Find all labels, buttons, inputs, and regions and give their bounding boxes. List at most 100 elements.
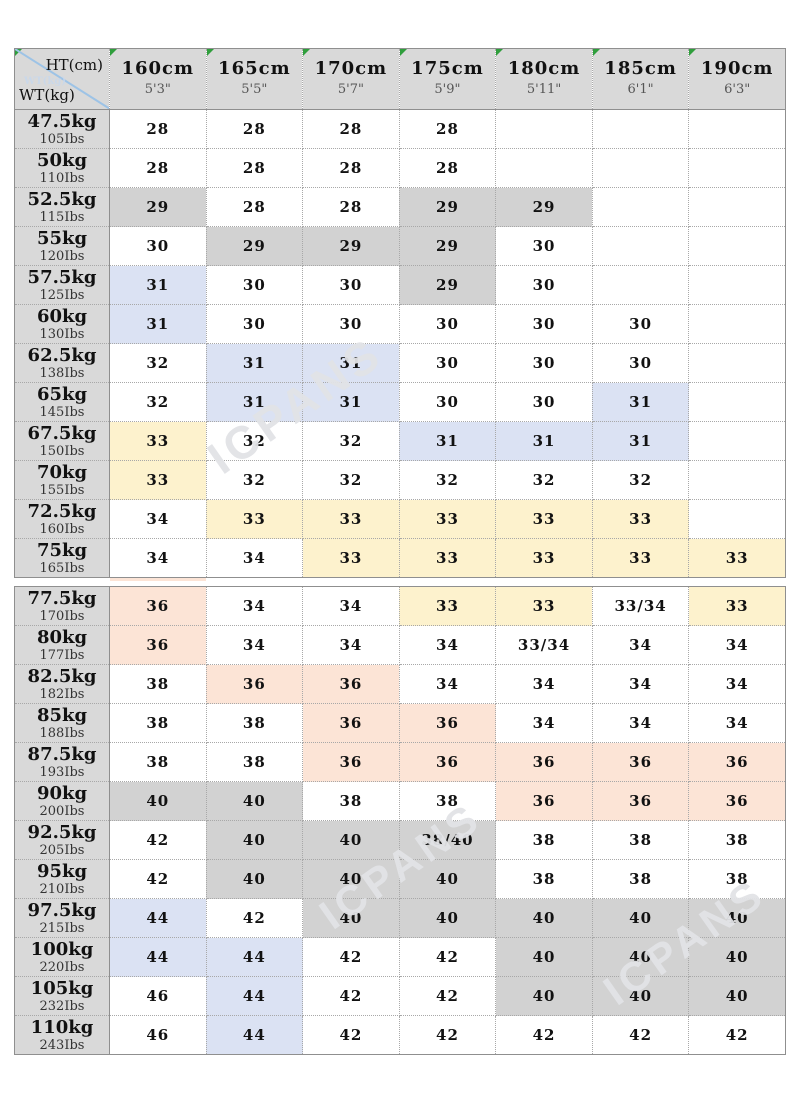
size-cell: 36 xyxy=(495,742,593,782)
size-cell: 42 xyxy=(302,937,400,977)
height-axis-label: HT(cm) xyxy=(45,56,103,74)
size-cell: 31 xyxy=(302,343,400,383)
row-weight-lbs: 182Ibs xyxy=(39,687,85,702)
size-cell: 29 xyxy=(398,226,497,266)
size-cell: 31 xyxy=(109,304,207,344)
row-label: 77.5kg 170Ibs xyxy=(14,586,110,626)
size-cell: 46 xyxy=(109,1015,207,1055)
row-weight-lbs: 160Ibs xyxy=(39,522,85,537)
size-cell: 28 xyxy=(302,187,400,227)
column-height-cm: 175cm xyxy=(411,58,484,79)
size-cell: 28 xyxy=(205,148,304,188)
row-weight-lbs: 120Ibs xyxy=(39,249,85,264)
size-cell xyxy=(591,148,690,188)
size-cell: 31 xyxy=(495,421,593,461)
size-cell: 30 xyxy=(591,343,690,383)
row-weight-kg: 110kg xyxy=(30,1017,94,1038)
size-cell: 28 xyxy=(302,109,400,149)
size-cell: 42 xyxy=(688,1015,786,1055)
table-row: 85kg 188Ibs 38 38 36 36 34 34 34 xyxy=(14,703,786,743)
size-cell: 40 xyxy=(591,937,690,977)
row-label: 65kg 145Ibs xyxy=(14,382,110,422)
size-cell: 40 xyxy=(495,898,593,938)
row-label: 85kg 188Ibs xyxy=(14,703,110,743)
row-weight-lbs: 193Ibs xyxy=(39,765,85,780)
size-cell: 29 xyxy=(398,265,497,305)
size-cell: 40 xyxy=(398,898,497,938)
row-weight-lbs: 215Ibs xyxy=(39,921,85,936)
table-row: 72.5kg 160Ibs 34 33 33 33 33 33 xyxy=(14,499,786,539)
size-cell: 40 xyxy=(495,976,593,1016)
size-cell xyxy=(688,109,786,149)
row-weight-lbs: 150Ibs xyxy=(39,444,85,459)
column-height-cm: 185cm xyxy=(604,58,677,79)
row-weight-lbs: 220Ibs xyxy=(39,960,85,975)
column-header-160cm: 160cm 5'3" xyxy=(109,48,207,110)
size-cell: 40 xyxy=(302,859,400,899)
size-cell: 34 xyxy=(688,664,786,704)
table-row: 95kg 210Ibs 42 40 40 40 38 38 38 xyxy=(14,859,786,899)
size-cell: 34 xyxy=(205,586,304,626)
row-weight-kg: 62.5kg xyxy=(27,345,97,366)
size-cell: 40 xyxy=(688,898,786,938)
column-header-175cm: 175cm 5'9" xyxy=(398,48,497,110)
size-cell: 30 xyxy=(109,226,207,266)
size-cell: 40 xyxy=(302,898,400,938)
size-cell: 38 xyxy=(109,703,207,743)
size-cell: 42 xyxy=(205,898,304,938)
table-row: 62.5kg 138Ibs 32 31 31 30 30 30 xyxy=(14,343,786,383)
table-row: 65kg 145Ibs 32 31 31 30 30 31 xyxy=(14,382,786,422)
table-row: 57.5kg 125Ibs 31 30 30 29 30 xyxy=(14,265,786,305)
size-cell: 36 xyxy=(109,586,207,626)
size-cell: 32 xyxy=(302,421,400,461)
row-weight-kg: 55kg xyxy=(36,228,88,249)
size-cell: 28 xyxy=(398,148,497,188)
column-height-cm: 165cm xyxy=(218,58,291,79)
table-row: 77.5kg 170Ibs 36 34 34 33 33 33/34 33 xyxy=(14,586,786,626)
column-height-ft: 5'3" xyxy=(144,82,171,97)
size-cell: 42 xyxy=(398,1015,497,1055)
size-cell: 32 xyxy=(205,421,304,461)
size-cell: 28 xyxy=(109,109,207,149)
size-cell: 34 xyxy=(109,499,207,539)
size-chart-bottom-table: 77.5kg 170Ibs 36 34 34 33 33 33/34 33 80kg 177Ibs 3… xyxy=(14,586,786,1055)
row-label: 110kg 243Ibs xyxy=(14,1015,110,1055)
row-weight-lbs: 177Ibs xyxy=(39,648,85,663)
size-cell: 33 xyxy=(109,421,207,461)
size-cell: 33 xyxy=(398,499,497,539)
row-label: 97.5kg 215Ibs xyxy=(14,898,110,938)
size-cell: 28 xyxy=(205,109,304,149)
diagonal-divider-icon xyxy=(15,49,109,109)
size-cell: 32 xyxy=(109,382,207,422)
row-weight-kg: 65kg xyxy=(36,384,88,405)
size-cell: 34 xyxy=(205,538,304,578)
corner-cell: WT(kg) HT(cm) WT(kg) xyxy=(14,48,110,110)
table-row: 52.5kg 115Ibs 29 28 28 29 29 xyxy=(14,187,786,227)
size-cell: 32 xyxy=(495,460,593,500)
size-cell: 38 xyxy=(109,742,207,782)
size-cell xyxy=(688,148,786,188)
table-row: 55kg 120Ibs 30 29 29 29 30 xyxy=(14,226,786,266)
size-cell: 38 xyxy=(205,742,304,782)
column-height-cm: 160cm xyxy=(121,58,195,79)
size-cell: 30 xyxy=(495,226,593,266)
size-cell: 30 xyxy=(398,304,497,344)
size-cell xyxy=(688,421,786,461)
row-weight-kg: 57.5kg xyxy=(27,267,97,288)
row-weight-lbs: 130Ibs xyxy=(39,327,85,342)
column-height-cm: 180cm xyxy=(507,58,581,79)
row-weight-kg: 100kg xyxy=(30,939,94,960)
size-cell: 33 xyxy=(591,499,690,539)
corner-flag-icon xyxy=(689,49,697,56)
size-cell: 30 xyxy=(398,382,497,422)
row-label: 60kg 130Ibs xyxy=(14,304,110,344)
cut-cell-sliver xyxy=(110,578,206,581)
row-label: 55kg 120Ibs xyxy=(14,226,110,266)
column-height-ft: 5'11" xyxy=(526,82,562,97)
row-weight-kg: 75kg xyxy=(36,540,88,561)
size-cell: 31 xyxy=(591,382,690,422)
size-cell: 33 xyxy=(495,499,593,539)
size-cell: 36 xyxy=(688,781,786,821)
size-cell: 33 xyxy=(591,538,690,578)
table-row: 97.5kg 215Ibs 44 42 40 40 40 40 40 xyxy=(14,898,786,938)
